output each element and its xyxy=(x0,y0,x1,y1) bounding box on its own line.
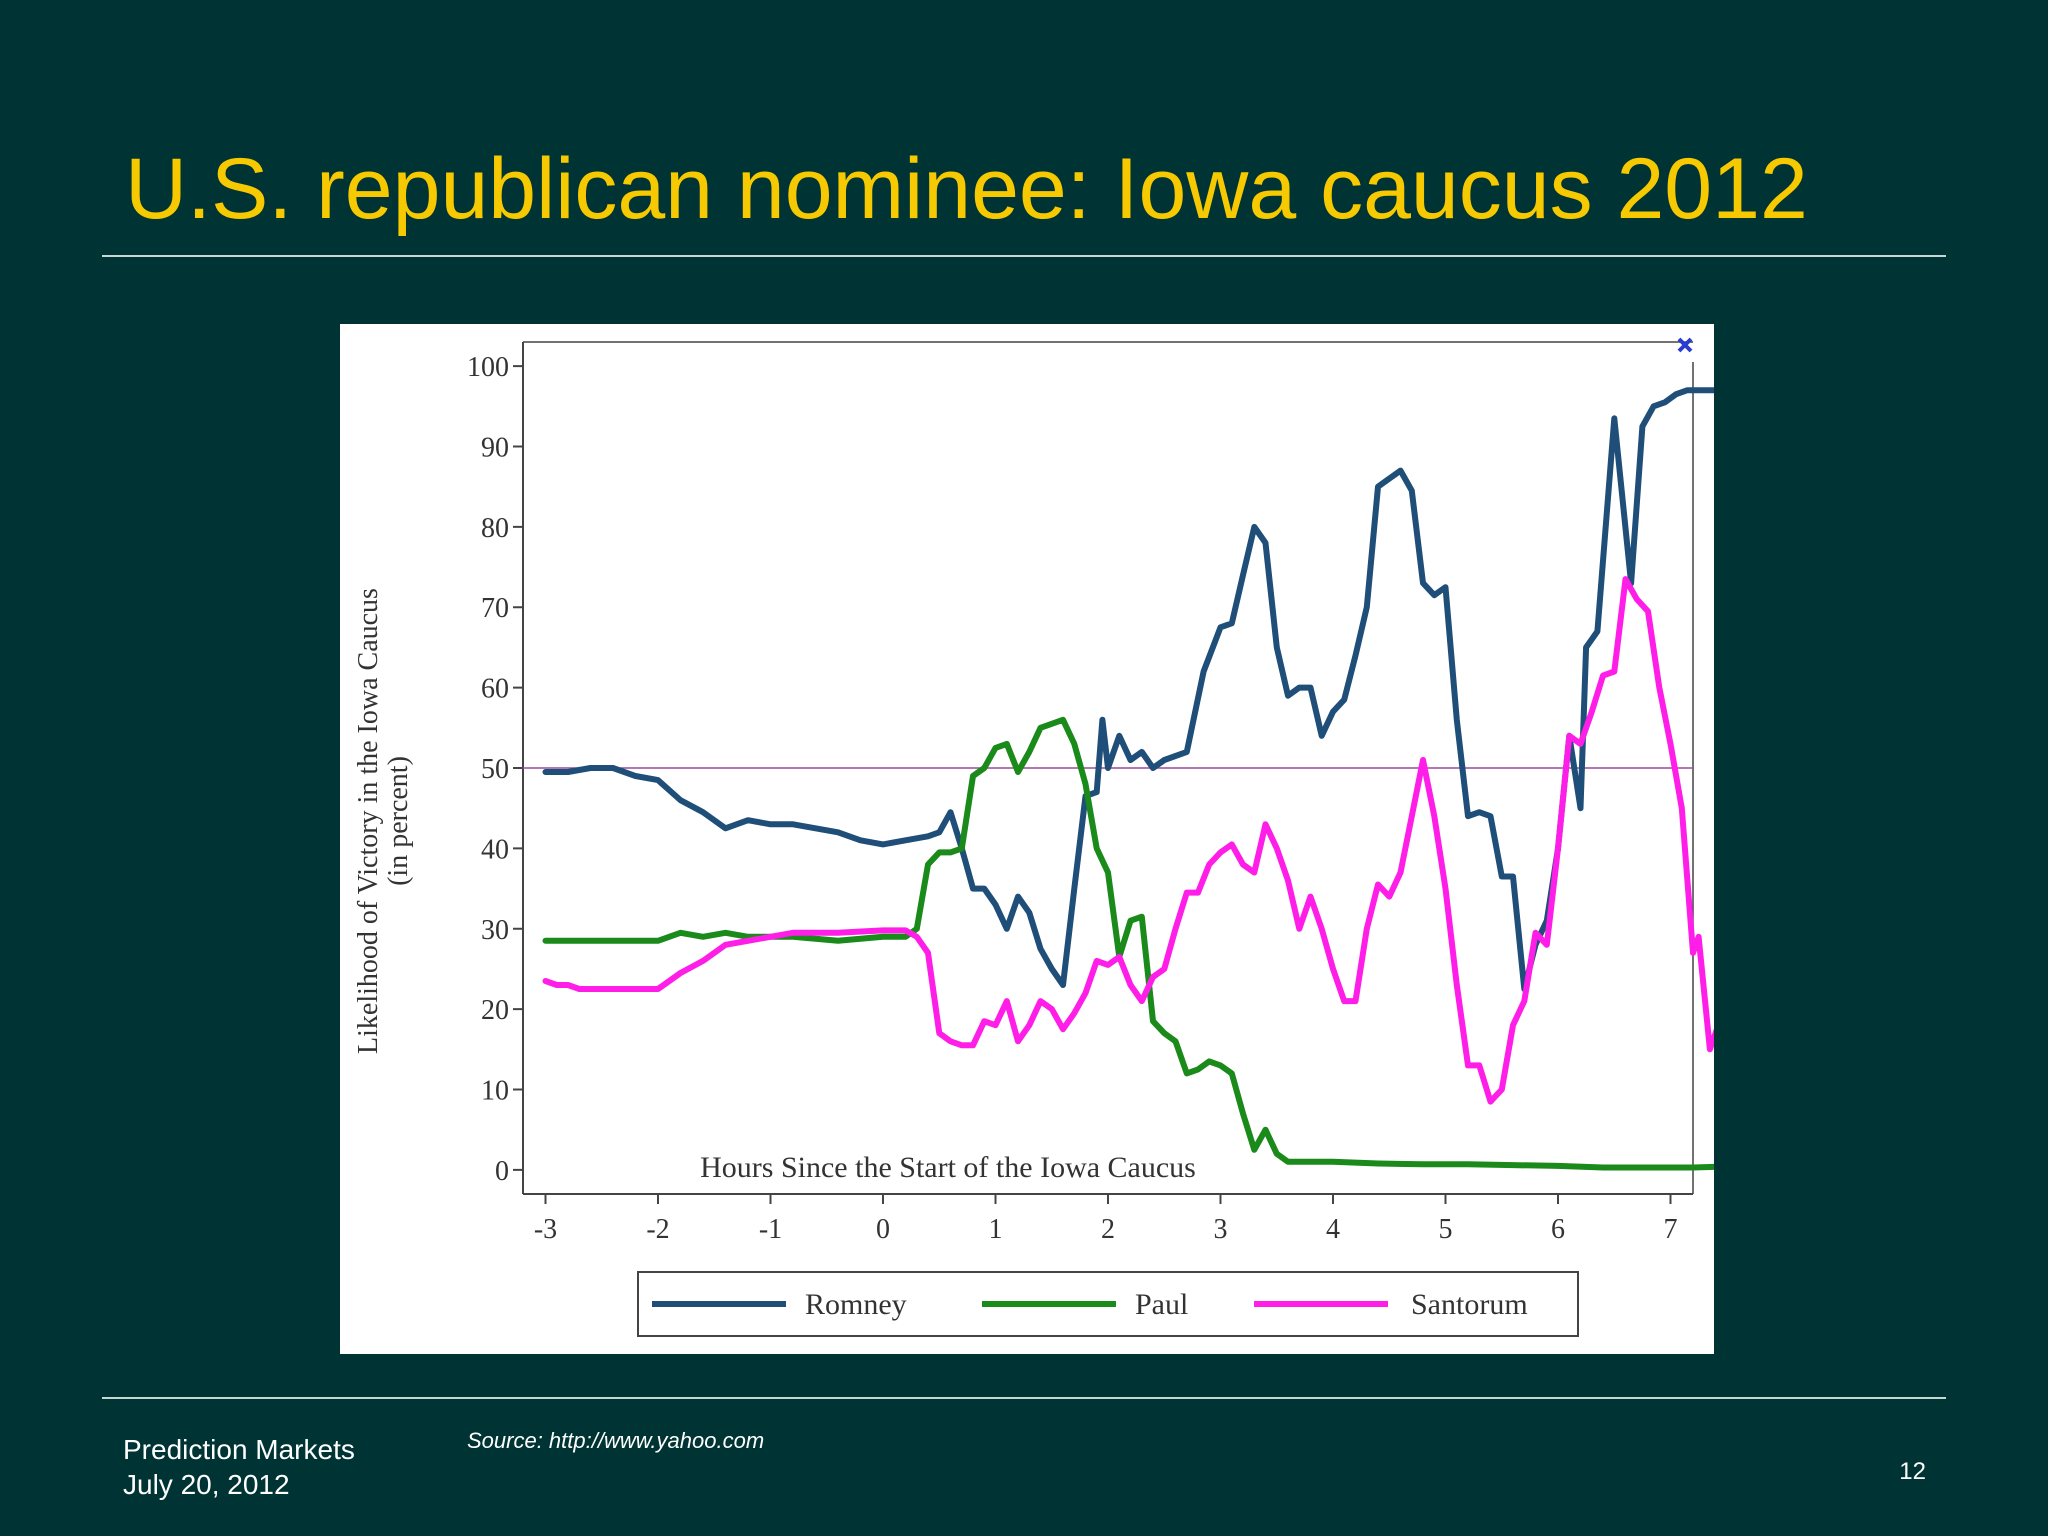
source-note: Source: http://www.yahoo.com xyxy=(467,1428,765,1453)
line-chart: 0 10 20 30 40 50 60 70 80 90 100 -3 -2 -1 0 1 2 3 4 5 6 7 Hou… xyxy=(353,337,1714,1337)
y-axis-label-unit: (in percent) xyxy=(383,756,414,886)
series-lines xyxy=(542,387,1714,1171)
x-tick-label: 7 xyxy=(1664,1214,1678,1245)
footer-info: Prediction Markets July 20, 2012 xyxy=(123,1432,355,1502)
y-tick-label: 0 xyxy=(495,1156,509,1187)
x-tick-label: 5 xyxy=(1439,1214,1453,1245)
series-line-paul xyxy=(542,716,1714,1171)
slide-title: U.S. republican nominee: Iowa caucus 201… xyxy=(125,141,1808,237)
legend-label-santorum: Santorum xyxy=(1411,1288,1528,1321)
y-tick-label: 10 xyxy=(481,1076,509,1107)
footer-date: July 20, 2012 xyxy=(123,1469,290,1500)
y-axis-label: Likelihood of Victory in the Iowa Caucus xyxy=(353,588,384,1054)
x-tick-label: 2 xyxy=(1101,1214,1115,1245)
y-tick-label: 100 xyxy=(467,352,509,383)
x-tick-label: 4 xyxy=(1326,1214,1340,1245)
y-tick-label: 50 xyxy=(481,754,509,785)
y-axis-label-group: Likelihood of Victory in the Iowa Caucus… xyxy=(353,588,414,1054)
x-tick-label: 0 xyxy=(876,1214,890,1245)
y-tick-label: 20 xyxy=(481,995,509,1026)
title-divider xyxy=(102,255,1946,257)
x-tick-label: -3 xyxy=(534,1214,557,1245)
axes: 0 10 20 30 40 50 60 70 80 90 100 -3 -2 -1 0 1 2 3 4 5 6 7 xyxy=(467,341,1694,1245)
y-tick-label: 40 xyxy=(481,834,509,865)
y-tick-label: 30 xyxy=(481,915,509,946)
series-line-romney xyxy=(542,387,1714,992)
chart-image: 0 10 20 30 40 50 60 70 80 90 100 -3 -2 -1 0 1 2 3 4 5 6 7 Hou… xyxy=(340,324,1714,1354)
y-tick-label: 90 xyxy=(481,432,509,463)
legend-label-paul: Paul xyxy=(1135,1288,1188,1321)
y-tick-label: 60 xyxy=(481,674,509,705)
legend: Romney Paul Santorum xyxy=(637,1271,1579,1337)
legend-label-romney: Romney xyxy=(805,1288,907,1321)
x-tick-label: -2 xyxy=(646,1214,669,1245)
y-tick-label: 80 xyxy=(481,513,509,544)
y-tick-label: 70 xyxy=(481,593,509,624)
x-tick-label: 1 xyxy=(989,1214,1003,1245)
footer-presentation-name: Prediction Markets xyxy=(123,1434,355,1465)
page-number: 12 xyxy=(1899,1458,1926,1485)
x-axis-label: Hours Since the Start of the Iowa Caucus xyxy=(700,1151,1196,1184)
x-tick-label: -1 xyxy=(759,1214,782,1245)
close-icon[interactable] xyxy=(1677,337,1693,353)
footer-divider xyxy=(102,1397,1946,1399)
x-tick-label: 3 xyxy=(1214,1214,1228,1245)
x-tick-label: 6 xyxy=(1551,1214,1565,1245)
series-line-santorum xyxy=(542,576,1714,1105)
